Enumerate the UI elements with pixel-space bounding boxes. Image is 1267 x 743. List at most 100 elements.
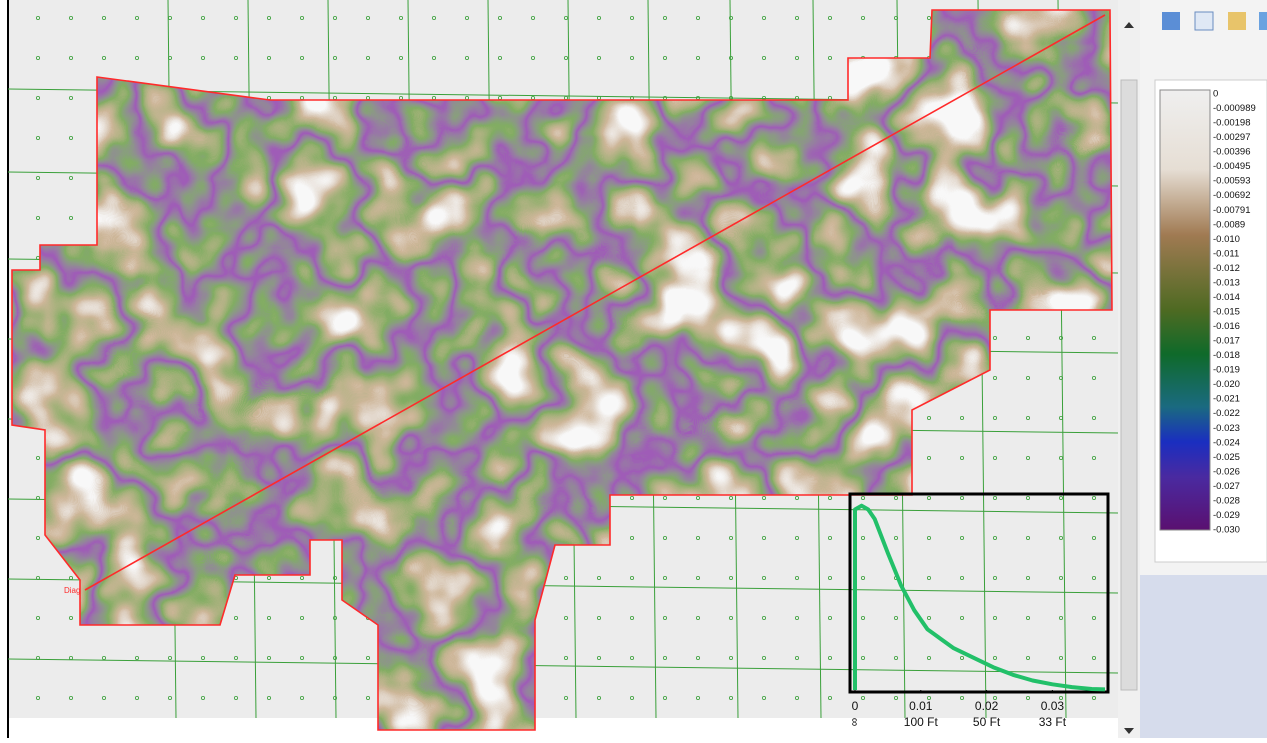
legend-label: -0.028 (1213, 495, 1240, 506)
well-dot (134, 656, 139, 661)
well-dot (564, 56, 569, 61)
well-dot (365, 15, 370, 20)
well-dot (861, 576, 866, 581)
well-dot (894, 656, 899, 661)
wavelength-label: 100 Ft (904, 715, 939, 729)
well-dot (597, 656, 602, 661)
well-dot (630, 656, 635, 661)
well-dot (36, 15, 41, 20)
well-dot (1026, 656, 1031, 661)
well-dot (1059, 375, 1064, 380)
well-dot (1092, 696, 1097, 701)
tool-button[interactable] (1162, 12, 1180, 30)
well-dot (993, 696, 998, 701)
well-dot (102, 56, 107, 61)
well-dot (993, 375, 998, 380)
well-dot (993, 335, 998, 340)
diagonal-line[interactable] (84, 14, 1106, 591)
well-dot (960, 536, 965, 541)
well-dot (696, 15, 701, 20)
well-dot (332, 656, 337, 661)
inset-frame (848, 492, 1110, 694)
inset-chart: 0 ∞ 0.01 100 Ft 0.02 50 Ft 0.03 33 Ft (848, 492, 1110, 729)
well-dot (861, 495, 866, 500)
well-dot (696, 696, 701, 701)
well-dot (1026, 455, 1031, 460)
well-dot (266, 56, 271, 61)
well-dot (1026, 415, 1031, 420)
well-dot (729, 656, 734, 661)
well-dot (960, 495, 965, 500)
well-dot (69, 135, 74, 140)
well-dot (1092, 415, 1097, 420)
well-dot (564, 15, 569, 20)
scroll-thumb[interactable] (1120, 79, 1138, 691)
well-dot (332, 15, 337, 20)
well-dot (795, 576, 800, 581)
well-dot (1026, 616, 1031, 621)
well-dot (36, 455, 41, 460)
legend-label: -0.017 (1213, 336, 1240, 347)
well-dot (299, 616, 304, 621)
well-dot (828, 616, 833, 621)
legend-label: -0.018 (1213, 350, 1240, 361)
well-dot (431, 56, 436, 61)
x-tick-label: 0 (852, 699, 859, 713)
well-dot (696, 56, 701, 61)
well-dot (564, 656, 569, 661)
legend-label: -0.019 (1213, 365, 1240, 376)
survey-outline (11, 9, 1113, 731)
well-dot (1059, 536, 1064, 541)
well-dot (564, 576, 569, 581)
well-dot (266, 15, 271, 20)
well-dot (1026, 375, 1031, 380)
well-dot (762, 495, 767, 500)
x-tick-label: 0.01 (909, 699, 933, 713)
well-dot (1026, 696, 1031, 701)
well-dot (993, 616, 998, 621)
well-dot (134, 696, 139, 701)
well-dot (597, 616, 602, 621)
well-dot (1092, 616, 1097, 621)
well-dot (167, 15, 172, 20)
well-dot (233, 696, 238, 701)
well-dot (729, 15, 734, 20)
wavelength-label: 33 Ft (1039, 715, 1067, 729)
well-dot (927, 696, 932, 701)
well-dot (102, 15, 107, 20)
tool-button[interactable] (1228, 12, 1246, 30)
well-dot (597, 696, 602, 701)
legend-label: -0.0089 (1213, 219, 1245, 230)
well-dot (630, 56, 635, 61)
well-dot (1092, 335, 1097, 340)
well-dot (464, 56, 469, 61)
tool-button[interactable] (1259, 12, 1267, 30)
legend-label: -0.022 (1213, 408, 1240, 419)
well-dot (960, 455, 965, 460)
well-dot (299, 56, 304, 61)
well-dot (564, 696, 569, 701)
well-dot (332, 576, 337, 581)
well-dot (630, 536, 635, 541)
tool-button[interactable] (1194, 11, 1214, 31)
well-dot (993, 415, 998, 420)
well-dot (398, 15, 403, 20)
well-dot (663, 536, 668, 541)
legend-label: -0.026 (1213, 466, 1240, 477)
well-dot (299, 15, 304, 20)
well-dot (696, 536, 701, 541)
well-dot (36, 175, 41, 180)
well-dot (894, 15, 899, 20)
well-dot (36, 495, 41, 500)
well-dot (69, 616, 74, 621)
well-dot (927, 455, 932, 460)
well-dot (233, 56, 238, 61)
well-dot (828, 56, 833, 61)
well-dot (102, 696, 107, 701)
well-dot (36, 616, 41, 621)
well-dot (828, 696, 833, 701)
well-dot (927, 15, 932, 20)
well-dot (69, 656, 74, 661)
legend-label: -0.00198 (1213, 118, 1251, 129)
